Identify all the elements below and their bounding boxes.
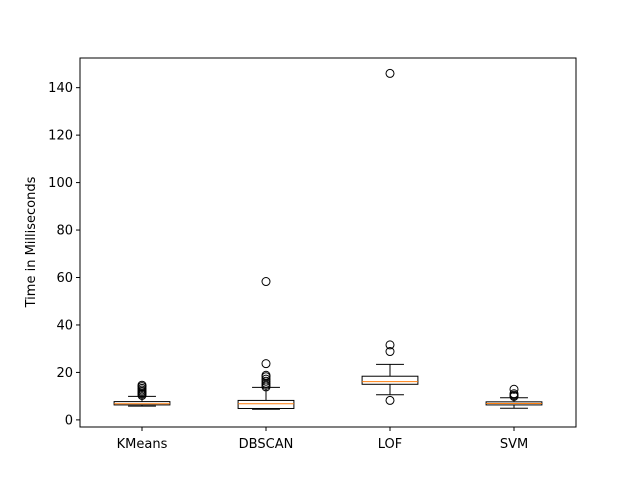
x-tick-label-0: KMeans [117, 437, 168, 452]
y-tick-label-3: 60 [56, 271, 73, 286]
axes-frame [79, 57, 577, 428]
flier-2-0 [385, 395, 395, 405]
flier-1-6 [261, 370, 271, 380]
plot-area: 0 20 40 60 80 100 120 140 KMeans DBSCAN LOF SVM [48, 57, 577, 452]
flier-2-2 [385, 340, 395, 350]
y-tick-label-5: 100 [48, 176, 73, 191]
x-tick-label-2: LOF [378, 437, 403, 452]
y-tick-label-4: 80 [56, 224, 73, 239]
flier-1-4 [261, 374, 271, 384]
y-tick-label-2: 40 [56, 318, 73, 333]
flier-3-3 [509, 384, 519, 394]
y-tick-label-0: 0 [65, 413, 73, 428]
box-1 [237, 399, 295, 409]
y-tick-label-1: 20 [56, 366, 73, 381]
y-tick-label-7: 140 [48, 81, 73, 96]
flier-1-7 [261, 359, 271, 369]
flier-2-1 [385, 347, 395, 357]
flier-1-3 [261, 376, 271, 386]
flier-0-7 [137, 380, 147, 390]
flier-2-3 [385, 68, 395, 78]
x-tick-label-1: DBSCAN [239, 437, 294, 452]
flier-1-8 [261, 277, 271, 287]
y-axis-label: Time in Milliseconds [24, 176, 39, 308]
x-tick-label-3: SVM [500, 437, 528, 452]
box-2 [361, 375, 419, 385]
flier-3-2 [509, 389, 519, 399]
y-tick-label-6: 120 [48, 129, 73, 144]
